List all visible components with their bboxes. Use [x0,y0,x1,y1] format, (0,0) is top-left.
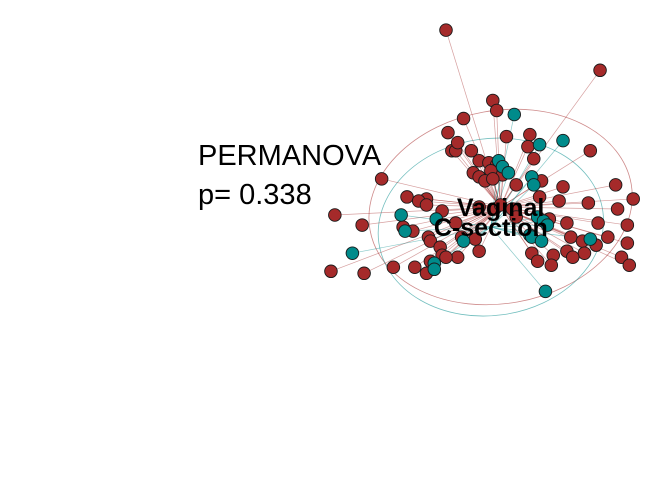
vaginal-point [324,264,338,279]
vaginal-spider-line [393,206,501,268]
vaginal-point [419,198,434,212]
c-section-point [456,234,471,248]
vaginal-point [620,218,635,232]
vaginal-point [544,258,559,273]
vaginal-point [472,200,486,214]
c-section-point [527,178,541,192]
vaginal-group-label: Vaginal [457,194,545,222]
vaginal-point [386,260,401,275]
c-section-point [540,218,555,232]
c-section-point [429,212,444,226]
vaginal-point [591,216,605,230]
vaginal-point [581,196,596,210]
vaginal-ellipse [368,108,633,306]
c-section-point [398,224,412,238]
vaginal-point [449,216,463,230]
vaginal-spider-line [500,146,529,208]
vaginal-point [509,178,523,192]
vaginal-spider-line [426,198,501,208]
vaginal-spider-line [330,206,501,272]
vaginal-point [400,190,414,204]
vaginal-point [552,194,566,208]
c-section-ellipse [377,137,604,317]
c-section-spider-line [401,214,491,228]
ellipse-layer [368,108,633,317]
vaginal-point [355,218,369,232]
vaginal-point [577,246,592,260]
point-layer [324,23,640,299]
c-section-point [394,208,408,222]
c-section-point [345,246,360,260]
vaginal-point [439,23,453,37]
c-section-point [427,262,442,277]
c-section-spider-line [490,224,548,228]
vaginal-point [593,63,607,78]
c-section-spider-line [490,140,564,228]
vaginal-spider-line [500,198,634,208]
vaginal-point [509,210,523,224]
c-section-point [507,107,522,122]
c-section-spider-line [436,218,491,228]
vaginal-spider-line [428,206,501,238]
vaginal-point [620,236,635,250]
vaginal-point [328,208,342,222]
vaginal-point [560,216,574,230]
vaginal-point [523,127,537,142]
vaginal-spider-line [430,206,501,242]
vaginal-spider-line [500,206,628,226]
vaginal-point [441,125,455,140]
permanova-title: PERMANOVA [198,140,382,172]
vaginal-point [499,129,514,144]
vaginal-point [556,180,570,194]
permanova-p-value: p= 0.338 [198,179,312,211]
vaginal-point [464,143,479,158]
c-section-point [532,137,547,152]
vaginal-point [608,178,623,192]
vaginal-point [374,172,389,186]
vaginal-point [450,250,465,264]
vaginal-point [601,230,615,244]
vaginal-point [472,244,486,258]
vaginal-point [564,230,578,244]
c-section-spider-line [352,226,491,254]
vaginal-point [439,250,453,264]
vaginal-point [626,192,640,206]
c-section-point [538,284,553,299]
vaginal-spider-line [492,100,501,208]
vaginal-point [583,143,598,158]
vaginal-spider-line [445,206,501,258]
vaginal-point [532,190,547,204]
vaginal-spider-line [500,206,533,254]
vaginal-point [566,250,580,264]
vaginal-point [610,202,625,216]
c-section-group-label: C-section [434,214,548,242]
vaginal-point [521,139,535,154]
vaginal-point [450,135,465,150]
vaginal-point [622,258,637,273]
c-section-point [583,232,598,246]
c-section-point [534,234,549,248]
vaginal-spider-line [500,206,618,210]
c-section-spider-line [490,226,546,292]
vaginal-spider-line [441,206,501,256]
c-section-spider-line [490,176,533,228]
vaginal-point [456,111,471,126]
vaginal-point [527,151,541,166]
vaginal-point [489,103,504,118]
vaginal-point [423,234,438,248]
vaginal-point [357,266,371,281]
c-section-point [501,166,516,180]
vaginal-point [408,260,422,275]
vaginal-point [530,254,545,268]
c-section-point [556,133,570,148]
vaginal-point [486,172,500,186]
